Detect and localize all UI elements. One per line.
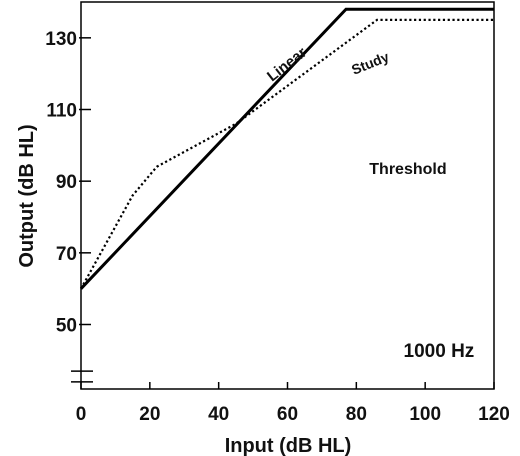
y-tick-label: 110 — [46, 101, 77, 122]
x-tick-label: 120 — [478, 404, 510, 425]
x-tick-label: 80 — [346, 404, 367, 425]
series-line-linear — [79, 7, 494, 290]
x-tick-label: 40 — [208, 404, 229, 425]
series-line-study — [80, 18, 494, 290]
y-axis-title: Output (dB HL) — [16, 124, 38, 267]
x-axis-title: Input (dB HL) — [225, 435, 352, 456]
y-axis-ticks: 50 70 90 110 130 — [45, 29, 91, 337]
y-tick-label: 70 — [56, 244, 77, 265]
frequency-annotation: 1000 Hz — [404, 341, 475, 362]
y-tick-label: 130 — [45, 29, 77, 50]
x-tick-label: 20 — [139, 404, 160, 425]
plot-area — [80, 1, 495, 390]
y-axis-break — [71, 370, 93, 383]
x-tick-label: 0 — [76, 404, 87, 425]
y-tick-label: 50 — [56, 316, 77, 337]
x-axis-ticks: 0 20 40 60 80 100 120 — [76, 382, 510, 425]
y-tick-label: 90 — [56, 172, 77, 193]
series-layer — [79, 7, 494, 290]
x-tick-label: 60 — [277, 404, 298, 425]
threshold-annotation: Threshold — [369, 161, 446, 178]
x-tick-label: 100 — [409, 404, 441, 425]
